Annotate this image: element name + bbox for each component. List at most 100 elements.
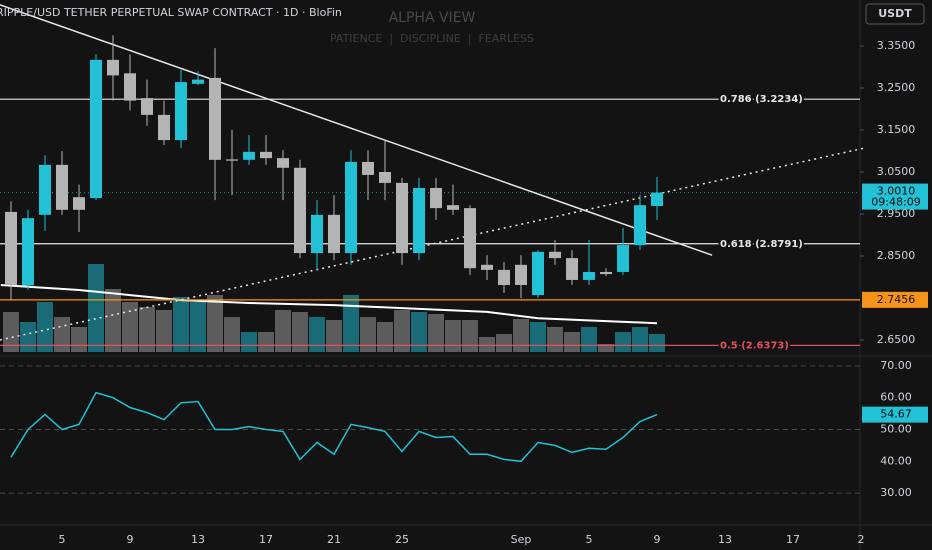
- candle-body: [260, 151, 273, 159]
- x-tick-label: 9: [127, 533, 134, 546]
- volume-bar: [547, 327, 564, 352]
- candle-body: [4, 211, 17, 285]
- volume-bar: [275, 310, 292, 352]
- level-tag: [862, 291, 928, 308]
- currency-button[interactable]: [865, 3, 925, 25]
- rsi-last-label: 54.67: [880, 408, 912, 421]
- volume-bar: [292, 312, 309, 352]
- x-tick-label: 25: [395, 533, 409, 546]
- volume-bar: [173, 297, 190, 352]
- watermark: ALPHA VIEW: [389, 10, 476, 26]
- candle-body: [243, 151, 256, 160]
- candle-body: [328, 214, 341, 254]
- candle-body: [294, 167, 307, 254]
- volume-bar: [360, 317, 377, 352]
- volume-bar: [615, 332, 632, 352]
- level-label: 0.618 (2.8791): [720, 239, 803, 250]
- candle-body: [141, 98, 154, 115]
- chart-title: RIPPLE/USD TETHER PERPETUAL SWAP CONTRAC…: [0, 6, 342, 19]
- watermark-subtitle: PATIENCE | DISCIPLINE | FEARLESS: [330, 32, 534, 45]
- volume-bar: [88, 264, 105, 352]
- rsi-tick-label: 40.00: [880, 454, 912, 467]
- rsi-line: [10, 391, 658, 463]
- candle-body: [124, 73, 137, 101]
- candle-body: [362, 161, 375, 175]
- candle-body: [209, 77, 222, 160]
- candle-body: [583, 271, 596, 280]
- y-tick-label: 2.6500: [877, 333, 916, 346]
- candle-body: [311, 214, 324, 254]
- volume-bar: [394, 310, 411, 352]
- volume-bar: [207, 295, 224, 352]
- volume-bar: [377, 322, 394, 352]
- plot: 5 9 13 17 21 25 Sep 5 9 13 17 2 3.3500 3.2500 3.1500 3.…: [0, 4, 916, 546]
- volume-bar: [139, 307, 156, 352]
- volume-bar: [632, 327, 649, 352]
- volume-bar: [224, 317, 241, 352]
- y-tick-label: 2.9500: [877, 207, 916, 220]
- x-tick-label: 5: [586, 533, 593, 546]
- candle-body: [345, 161, 358, 254]
- candle-body: [39, 164, 52, 215]
- volume-bar: [445, 320, 462, 352]
- current-price-label: 3.0010: [877, 185, 916, 198]
- volume-bar: [54, 317, 71, 352]
- candle-body: [175, 82, 188, 141]
- candle-body: [634, 205, 647, 246]
- volume-bar: [241, 332, 258, 352]
- volume-bar: [513, 319, 530, 352]
- candle-body: [447, 205, 460, 210]
- candle-body: [566, 258, 579, 280]
- x-tick-label: 17: [786, 533, 800, 546]
- rsi-tick-label: 50.00: [880, 422, 912, 435]
- rsi-tick-label: 60.00: [880, 391, 912, 404]
- volume-bar: [258, 332, 275, 352]
- y-tick-label: 3.2500: [877, 81, 916, 94]
- volume-bar: [190, 302, 207, 352]
- x-tick-label: 13: [191, 533, 205, 546]
- candle-body: [549, 251, 562, 259]
- volume-bar: [428, 314, 445, 352]
- candle-body: [90, 59, 103, 199]
- candle-body: [21, 218, 34, 286]
- volume-bar: [326, 320, 343, 352]
- candle-body: [56, 164, 69, 210]
- candle-body: [651, 192, 664, 207]
- volume-bar: [71, 327, 88, 352]
- candle-body: [396, 182, 409, 254]
- candle-body: [430, 187, 443, 209]
- x-tick-label: 2: [858, 533, 865, 546]
- countdown-label: 09:48:09: [871, 196, 920, 209]
- y-tick-label: 2.8500: [877, 249, 916, 262]
- candle-body: [192, 79, 205, 84]
- candle-body: [617, 245, 630, 272]
- candle-body: [515, 264, 528, 285]
- candle-body: [532, 251, 545, 296]
- candle-body: [226, 159, 239, 161]
- volume-bar: [564, 332, 581, 352]
- volume-bar: [309, 317, 326, 352]
- x-tick-label: 5: [59, 533, 66, 546]
- volume-bar: [343, 295, 360, 352]
- x-tick-label: 9: [654, 533, 661, 546]
- candle-body: [277, 158, 290, 168]
- rsi-tag: [862, 406, 928, 423]
- x-tick-label: 21: [327, 533, 341, 546]
- volume-bar: [122, 302, 139, 352]
- candle-body: [464, 208, 477, 269]
- candle-body: [481, 264, 494, 270]
- candle-body: [107, 59, 120, 76]
- candle-body: [73, 197, 86, 210]
- x-tick-label: 17: [259, 533, 273, 546]
- y-tick-label: 3.0500: [877, 165, 916, 178]
- rsi-tick-label: 30.00: [880, 486, 912, 499]
- currency-button-label[interactable]: USDT: [878, 7, 912, 20]
- volume-bar: [37, 302, 54, 352]
- volume-bar: [156, 310, 173, 352]
- moving-average: [0, 284, 658, 325]
- volume-bar: [496, 334, 513, 352]
- trendline: [0, 4, 713, 256]
